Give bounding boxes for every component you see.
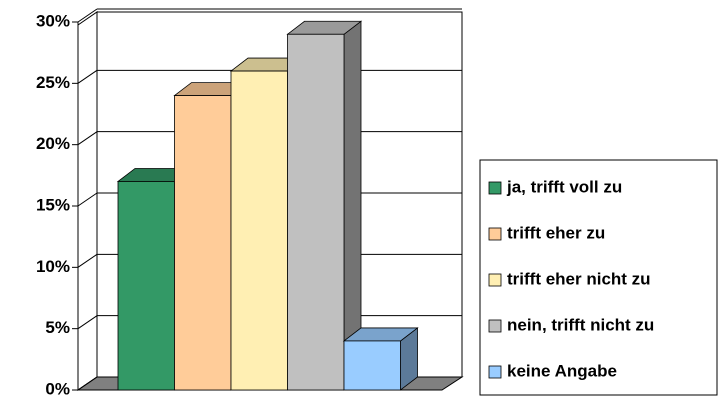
bars <box>116 20 419 391</box>
y-tick-label: 25% <box>36 73 70 92</box>
legend-label: keine Angabe <box>507 361 617 380</box>
grid-line <box>77 315 98 330</box>
grid-line <box>77 131 98 146</box>
legend-swatch <box>488 227 502 241</box>
grid-line <box>77 376 98 391</box>
legend-label: trifft eher zu <box>507 223 605 242</box>
y-axis: 0% 5% 10% 15% 20% 25% 30% <box>36 11 79 398</box>
grid-line <box>77 69 98 84</box>
legend-swatch <box>488 181 502 195</box>
legend-swatch <box>488 273 502 287</box>
y-tick-label: 10% <box>36 257 70 276</box>
legend-label: trifft eher nicht zu <box>507 269 651 288</box>
bar <box>174 95 232 391</box>
grid-line <box>77 253 98 268</box>
y-tick-label: 5% <box>45 318 70 337</box>
side-wall <box>77 11 98 391</box>
bar <box>287 33 345 391</box>
legend-label: ja, trifft voll zu <box>506 177 622 196</box>
y-tick-label: 15% <box>36 195 70 214</box>
legend-swatch <box>488 365 502 379</box>
y-tick-label: 20% <box>36 134 70 153</box>
grid-line <box>77 192 98 207</box>
bar <box>343 340 401 391</box>
legend: ja, trifft voll zu trifft eher zu trifft e… <box>479 159 718 396</box>
grid-line <box>77 8 98 23</box>
y-tick-label: 30% <box>36 11 70 30</box>
bar <box>117 181 175 391</box>
legend-swatch <box>488 319 502 333</box>
bar <box>230 70 288 391</box>
y-tick-label: 0% <box>45 379 70 398</box>
legend-box <box>479 159 718 396</box>
legend-label: nein, trifft nicht zu <box>507 315 654 334</box>
